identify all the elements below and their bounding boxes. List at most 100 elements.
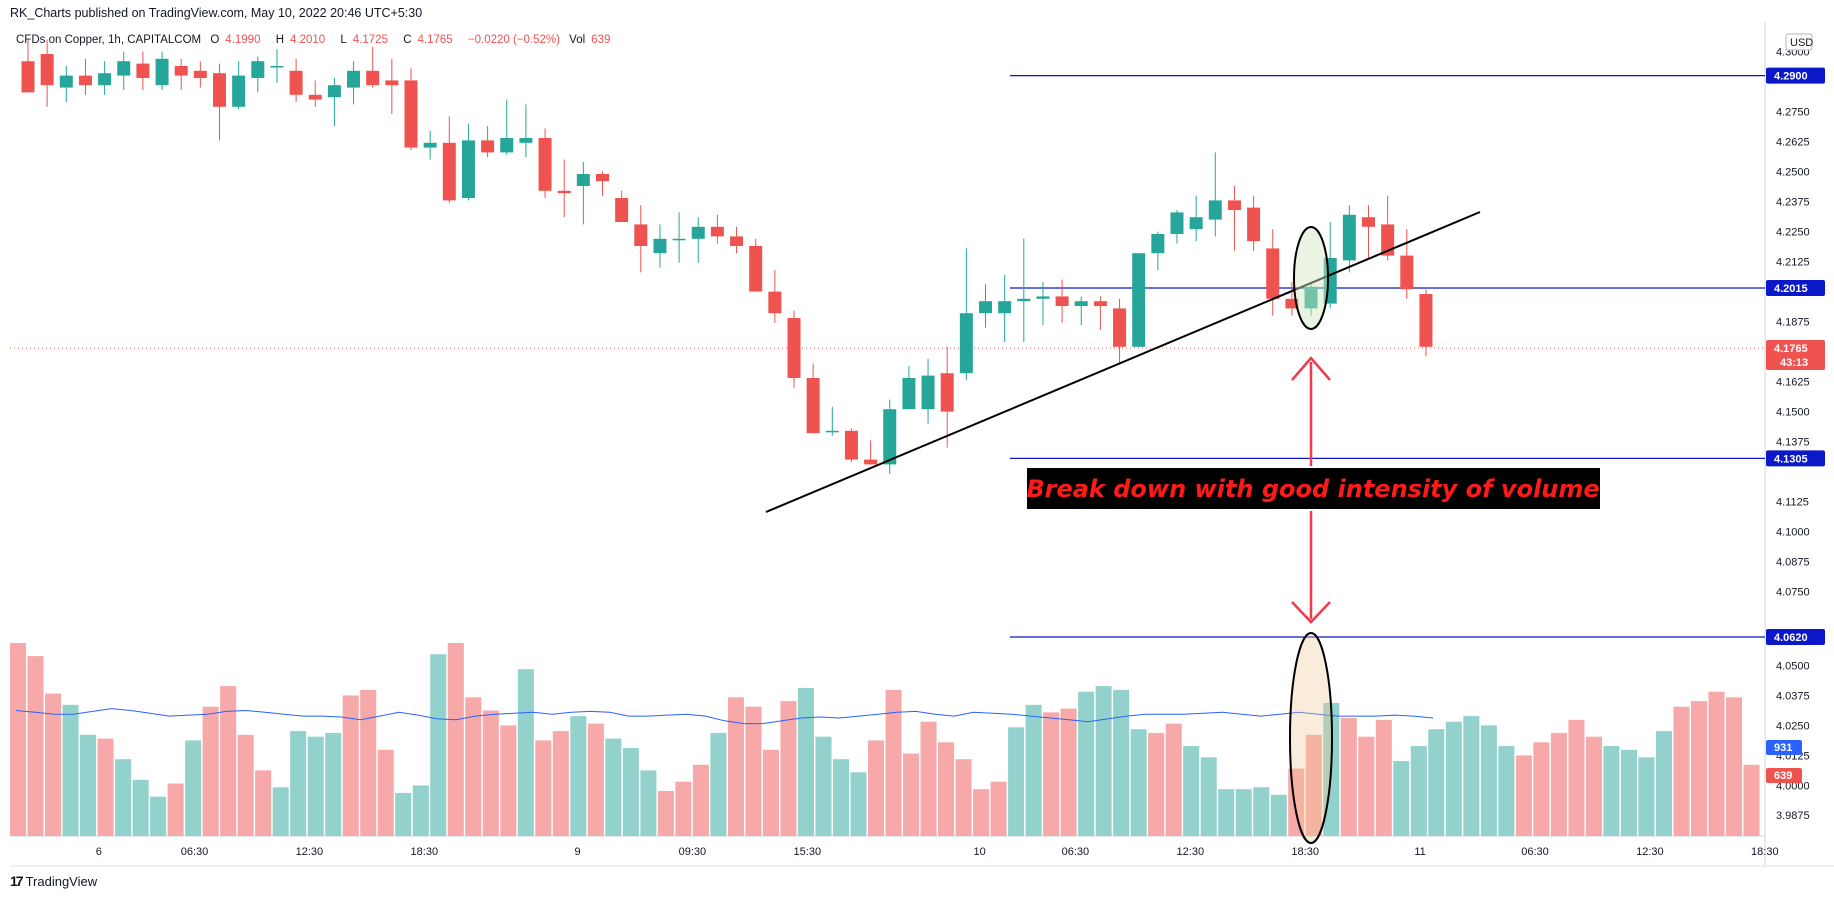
candle-body (1036, 296, 1050, 299)
volume-bar (500, 725, 517, 836)
candle-body (461, 140, 475, 198)
volume-bar (482, 710, 499, 836)
volume-bar (762, 749, 779, 836)
candle-body (1189, 217, 1203, 230)
volume-bar (675, 781, 692, 836)
time-tick-label: 12:30 (1177, 846, 1205, 858)
publisher-line: RK_Charts published on TradingView.com, … (10, 6, 423, 20)
time-tick-label: 06:30 (1521, 846, 1549, 858)
candle-body (596, 174, 609, 182)
candle-body (21, 61, 35, 93)
price-tick-label: 4.0500 (1776, 661, 1810, 673)
candle-body (1093, 301, 1107, 306)
candle-body (1381, 224, 1395, 256)
volume-bar (1043, 712, 1060, 836)
candle-body (423, 142, 437, 148)
legend-low-label: L (340, 34, 347, 46)
legend-close-label: C (403, 34, 412, 46)
volume-bar (605, 738, 622, 836)
candle-body (1419, 294, 1433, 347)
volume-bar (27, 656, 44, 836)
candle-body (366, 70, 380, 86)
volume-bar (1515, 755, 1532, 836)
candle-body (1362, 217, 1375, 227)
currency-box (1785, 33, 1813, 51)
volume-bar (1743, 764, 1760, 836)
volume-bar (220, 686, 237, 836)
volume-bar (1235, 789, 1252, 836)
volume-bar (1393, 761, 1410, 836)
volume-bar (517, 669, 534, 836)
price-level-tag-label: 4.0620 (1774, 632, 1808, 644)
volume-bar (1568, 719, 1585, 836)
candle-body (998, 301, 1012, 314)
candle-body (1151, 234, 1165, 254)
legend-open-label: O (210, 34, 220, 46)
breakdown-volume-ellipse (1289, 632, 1333, 844)
legend-low-value: 4.1725 (352, 34, 388, 46)
volume-bar (342, 695, 359, 836)
trendline (765, 211, 1481, 513)
breakdown-candle-ellipse (1293, 226, 1329, 330)
price-level-tag (1766, 450, 1825, 467)
candle-body (347, 70, 361, 88)
volume-tag-label: 639 (1774, 770, 1792, 782)
tradingview-logo[interactable]: 17 TradingView (10, 873, 97, 889)
volume-bar (727, 697, 744, 836)
annotation-box (1027, 468, 1600, 509)
candle-body (1132, 253, 1146, 347)
candle-body (538, 138, 552, 191)
volume-bar (570, 716, 587, 836)
volume-bar (920, 721, 937, 836)
candle-body (193, 70, 207, 78)
volume-bar (1008, 727, 1025, 836)
volume-bar (1550, 732, 1567, 836)
volume-bar (1183, 746, 1200, 836)
price-tick-label: 4.2500 (1776, 167, 1810, 179)
volume-bar (1638, 757, 1655, 836)
candle-body (270, 66, 284, 68)
volume-ma-line (15, 708, 1434, 725)
volume-bar (903, 753, 920, 836)
volume-bar (552, 731, 569, 836)
time-tick-label: 15:30 (794, 846, 822, 858)
volume-bar (202, 706, 219, 836)
candle-body (710, 226, 724, 237)
volume-bar (430, 654, 447, 836)
volume-bar (780, 701, 797, 836)
candle-body (1285, 298, 1299, 309)
price-tick-label: 4.2625 (1776, 137, 1810, 149)
volume-bar (885, 689, 902, 836)
volume-bar (640, 770, 657, 836)
time-tick-label: 12:30 (296, 846, 324, 858)
candle-body (59, 75, 73, 88)
tradingview-logo-icon: 17 (10, 873, 24, 889)
time-tick-label: 12:30 (1636, 846, 1664, 858)
legend-symbol[interactable]: CFDs on Copper, 1h, CAPITALCOM (16, 34, 202, 46)
volume-bar (167, 783, 184, 836)
price-tick-label: 4.2375 (1776, 197, 1810, 209)
last-price-label: 4.1765 (1774, 343, 1808, 355)
price-tick-label: 4.1375 (1776, 437, 1810, 449)
candle-body (289, 70, 303, 95)
volume-bar (832, 759, 850, 836)
volume-bar (97, 738, 114, 836)
legend-vol-label: Vol (569, 34, 586, 46)
volume-bar (307, 736, 324, 836)
volume-bar (1375, 719, 1392, 836)
price-tick-label: 4.1500 (1776, 407, 1810, 419)
volume-bar (1673, 706, 1690, 836)
price-level-tag (1766, 280, 1825, 296)
volume-bar (1148, 732, 1165, 836)
volume-bar (10, 643, 27, 836)
last-price-tag (1766, 340, 1825, 370)
candle-body (634, 224, 648, 246)
symbol-legend: CFDs on Copper, 1h, CAPITALCOM O 4.1990 H… (16, 34, 622, 46)
volume-bar (1498, 746, 1515, 836)
candle-body (251, 61, 265, 78)
volume-bar (1113, 689, 1130, 836)
candle-body (40, 54, 54, 86)
candle-body (883, 409, 897, 465)
candle-body (1266, 248, 1280, 299)
